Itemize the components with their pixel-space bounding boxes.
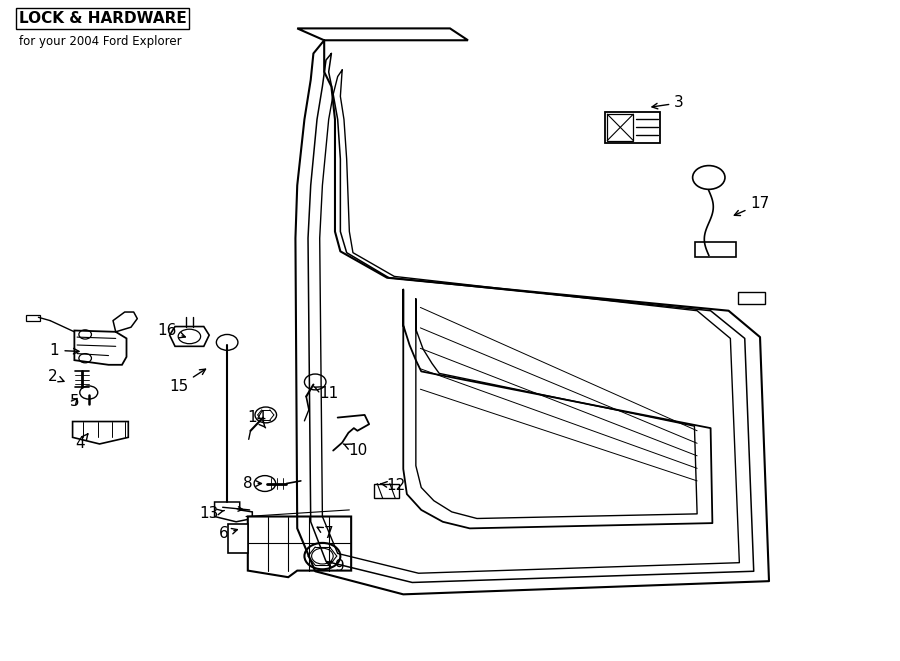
Text: 9: 9 <box>327 559 346 574</box>
Polygon shape <box>228 524 248 553</box>
Polygon shape <box>738 292 764 304</box>
Polygon shape <box>297 28 468 40</box>
Text: 8: 8 <box>243 476 262 491</box>
Text: for your 2004 Ford Explorer: for your 2004 Ford Explorer <box>19 35 181 48</box>
Text: 15: 15 <box>169 369 205 394</box>
Text: 14: 14 <box>248 410 266 428</box>
Text: 5: 5 <box>69 394 79 409</box>
Polygon shape <box>605 112 661 143</box>
Text: 17: 17 <box>734 196 770 215</box>
Polygon shape <box>75 330 127 365</box>
Text: 6: 6 <box>219 526 238 541</box>
Polygon shape <box>73 422 129 444</box>
Text: 2: 2 <box>48 369 64 384</box>
Polygon shape <box>374 484 399 498</box>
Text: 3: 3 <box>652 95 684 110</box>
Polygon shape <box>26 315 40 321</box>
Text: 11: 11 <box>314 385 338 401</box>
Text: 13: 13 <box>200 506 224 522</box>
Text: LOCK & HARDWARE: LOCK & HARDWARE <box>19 11 186 26</box>
Text: 7: 7 <box>317 526 334 541</box>
Text: 1: 1 <box>50 343 79 358</box>
Text: 16: 16 <box>158 323 185 338</box>
Text: 4: 4 <box>75 434 88 451</box>
Text: 12: 12 <box>381 478 406 493</box>
Text: 10: 10 <box>344 443 368 458</box>
Polygon shape <box>696 242 736 256</box>
Polygon shape <box>248 516 351 577</box>
Polygon shape <box>169 327 209 346</box>
Polygon shape <box>608 114 634 141</box>
Polygon shape <box>214 502 252 522</box>
